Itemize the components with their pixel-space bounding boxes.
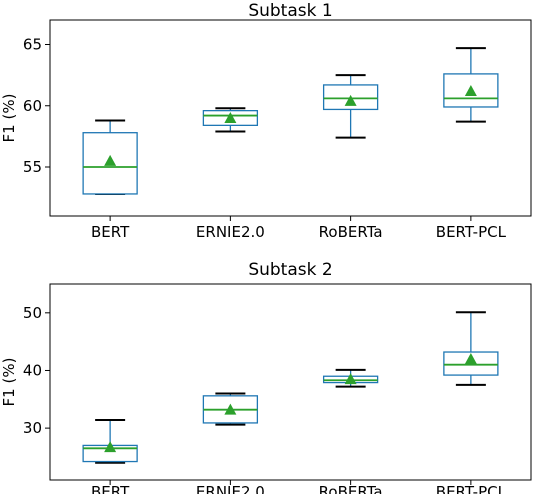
mean-marker [464, 352, 477, 364]
x-tick-label: RoBERTa [319, 483, 383, 494]
box-group [322, 74, 379, 139]
mean-marker [464, 85, 477, 97]
mean-marker [224, 403, 237, 415]
mean-marker [104, 154, 117, 166]
box-group [82, 119, 138, 195]
y-tick-label: 30 [23, 419, 42, 437]
box-group [202, 107, 259, 133]
y-axis-label: F1 (%) [0, 358, 18, 407]
box-group [202, 392, 259, 426]
box-group [82, 419, 138, 464]
box-group [443, 47, 499, 123]
mean-marker [344, 373, 357, 385]
box [82, 132, 138, 195]
subtask-1-panel: Subtask 1 F1 (%) 55 60 65 BERT ERNIE2.0 RoBERTa… [0, 1, 532, 241]
x-tick-label: ERNIE2.0 [196, 223, 265, 241]
mean-marker [224, 112, 237, 123]
plot-frame [49, 283, 532, 481]
y-tick-label: 50 [23, 304, 42, 322]
mean-marker [344, 94, 357, 106]
chart-title: Subtask 2 [248, 260, 332, 280]
plot-frame [49, 19, 532, 217]
y-tick-label: 40 [23, 361, 42, 379]
box-group [443, 311, 499, 386]
y-tick-label: 60 [23, 97, 42, 115]
box-group [322, 368, 379, 388]
chart-title: Subtask 1 [248, 1, 332, 21]
x-tick-label: BERT [91, 483, 130, 494]
x-tick-label: ERNIE2.0 [196, 483, 265, 494]
x-tick-label: BERT [91, 223, 130, 241]
x-tick-label: RoBERTa [319, 223, 383, 241]
mean-marker [104, 441, 117, 453]
y-axis-label: F1 (%) [0, 94, 18, 143]
y-tick-label: 65 [23, 36, 42, 54]
y-tick-label: 55 [23, 158, 42, 176]
x-tick-label: BERT-PCL [436, 223, 507, 241]
x-tick-label: BERT-PCL [436, 483, 507, 494]
subtask-2-panel: Subtask 2 F1 (%) 30 40 50 BERT ERNIE2.0 RoBERTa… [0, 260, 532, 494]
